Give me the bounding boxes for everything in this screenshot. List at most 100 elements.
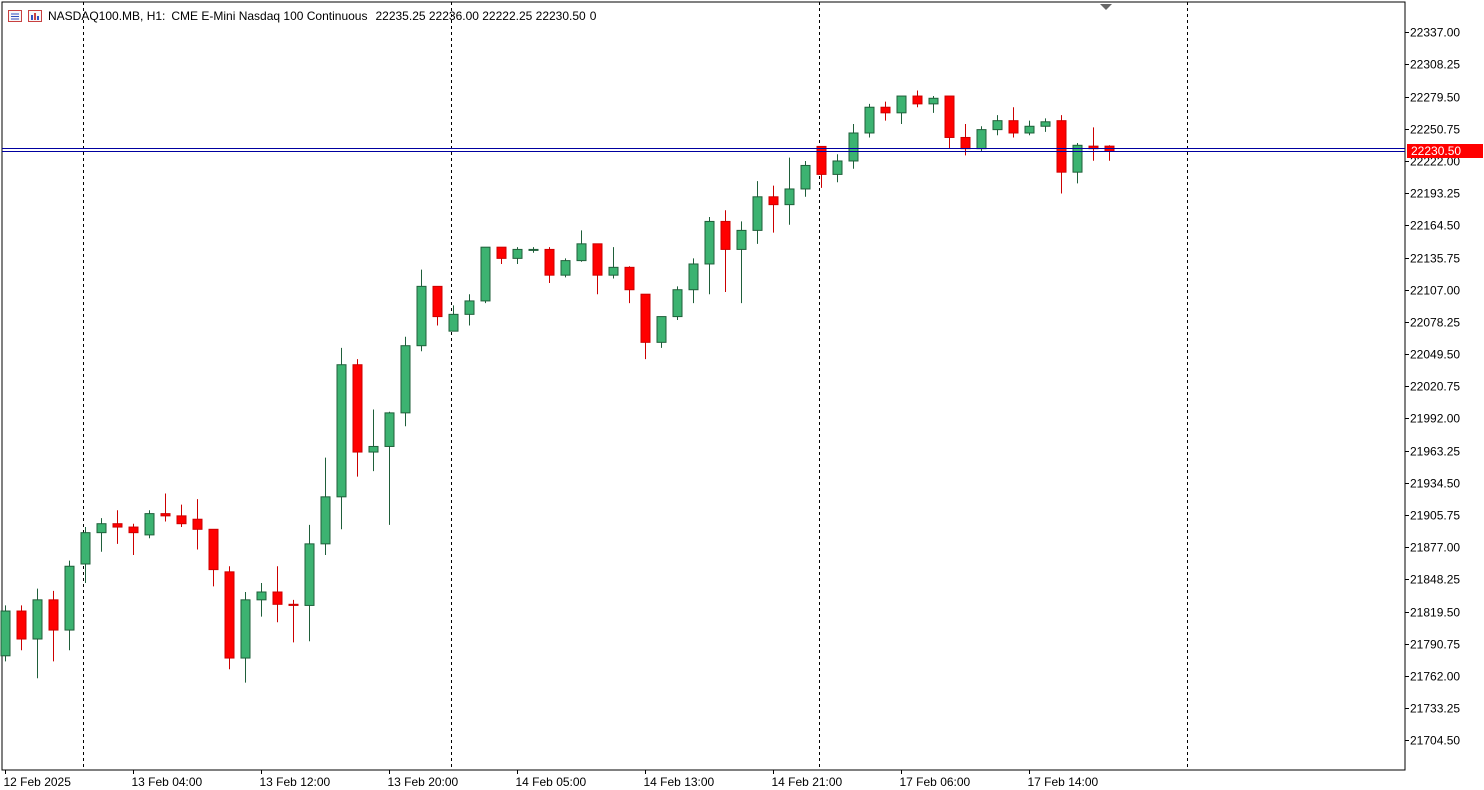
price-tick-label: 21877.00 [1410,541,1460,555]
candle[interactable] [176,504,187,528]
candle-body [320,496,331,545]
price-tick-label: 21934.50 [1410,477,1460,491]
candle[interactable] [432,285,443,326]
price-tick-label: 22279.50 [1410,91,1460,105]
candle[interactable] [64,560,75,651]
candle[interactable] [592,243,603,295]
price-tick-label: 22107.00 [1410,284,1460,298]
candle[interactable] [160,493,171,522]
candle[interactable] [272,566,283,623]
candle-body [336,364,347,498]
candles [0,90,1115,683]
candle-body [112,523,123,528]
candle[interactable] [480,246,491,304]
candle[interactable] [608,247,619,279]
candle[interactable] [768,185,779,233]
candle[interactable] [704,216,715,295]
candle[interactable] [864,103,875,138]
chart-shift-marker-icon[interactable] [1100,4,1112,10]
candle[interactable] [144,510,155,539]
candle[interactable] [112,510,123,544]
candle[interactable] [464,294,475,326]
candle[interactable] [928,96,939,113]
candle[interactable] [880,101,891,121]
candle-body [864,106,875,134]
candle[interactable] [720,210,731,292]
candle[interactable] [1024,120,1035,136]
candle[interactable] [16,605,27,651]
candle-body [736,229,747,250]
candle[interactable] [1072,143,1083,184]
price-tick-label: 22078.25 [1410,316,1460,330]
candle[interactable] [752,181,763,244]
candle-body [544,248,555,276]
candle[interactable] [944,95,955,149]
candle[interactable] [224,566,235,670]
price-tick-label: 22193.25 [1410,187,1460,201]
candle[interactable] [304,524,315,642]
candle[interactable] [256,583,267,617]
candle[interactable] [400,336,411,427]
candle[interactable] [416,269,427,352]
candle-body [928,97,939,105]
candle[interactable] [128,523,139,556]
candle[interactable] [848,124,859,169]
candle[interactable] [832,154,843,183]
candle[interactable] [336,347,347,530]
bar-chart-icon[interactable] [28,10,42,22]
candle[interactable] [384,411,395,525]
chart-window-icon[interactable] [8,10,22,22]
candle[interactable] [816,145,827,188]
price-tick-label: 21733.25 [1410,702,1460,716]
candle[interactable] [80,527,91,584]
candle[interactable] [448,305,459,332]
candle[interactable] [672,286,683,320]
candle[interactable] [240,591,251,683]
candle[interactable] [800,160,811,197]
candle[interactable] [496,246,507,264]
candle[interactable] [368,409,379,472]
price-tick-label: 21992.00 [1410,412,1460,426]
candle-body [720,220,731,250]
plot-area[interactable] [1,1,1406,771]
candle[interactable] [896,95,907,125]
candle[interactable] [0,605,11,662]
candle[interactable] [208,528,219,587]
candle[interactable] [640,293,651,360]
price-tick-label: 22250.75 [1410,123,1460,137]
candle-body [432,285,443,318]
candle[interactable] [512,247,523,264]
time-axis[interactable]: 12 Feb 2025 13 Feb 04:00 13 Feb 12:00 13 Fe… [4,770,1099,789]
period-separators [83,2,1188,770]
candle[interactable] [528,247,539,253]
candle[interactable] [784,157,795,225]
candle[interactable] [736,221,747,304]
candle-body [528,248,539,251]
candle[interactable] [1040,118,1051,132]
candle-body [0,610,11,657]
price-tick-label: 22164.50 [1410,219,1460,233]
candle[interactable] [624,266,635,304]
price-tick-label: 22020.75 [1410,380,1460,394]
candle[interactable] [992,115,1003,136]
candle[interactable] [688,258,699,304]
candle[interactable] [576,230,587,262]
candle[interactable] [288,599,299,643]
candle[interactable] [1056,115,1067,194]
price-axis[interactable]: 22337.0022308.2522279.5022250.7522222.00… [1405,26,1483,748]
candle[interactable] [560,258,571,278]
candle[interactable] [48,590,59,662]
price-lines [2,148,1405,152]
candle[interactable] [96,518,107,552]
candle[interactable] [320,457,331,556]
candle[interactable] [32,588,43,679]
candle[interactable] [656,316,667,348]
candle-body [96,523,107,534]
candle[interactable] [912,90,923,108]
candle-body [400,345,411,414]
candle[interactable] [1008,107,1019,138]
candle[interactable] [352,359,363,477]
candle[interactable] [192,499,203,550]
candle[interactable] [544,247,555,284]
